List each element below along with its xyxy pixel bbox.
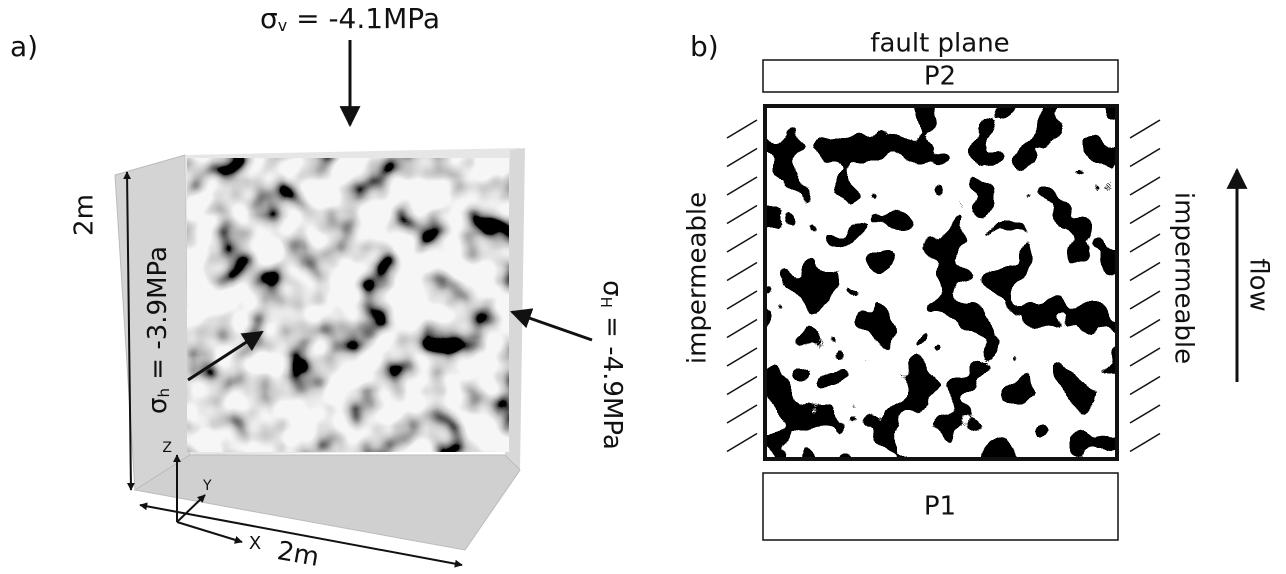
arrow xyxy=(510,308,593,342)
domain-border xyxy=(763,104,1119,461)
boundary-label: impermeable xyxy=(683,192,713,364)
box-label: P1 xyxy=(924,492,956,522)
hatch-line xyxy=(726,347,758,367)
reservoir-box xyxy=(762,59,1119,93)
hatch-line xyxy=(1129,204,1161,225)
arrow xyxy=(187,330,264,382)
box-label: P2 xyxy=(924,62,956,92)
axes-triad xyxy=(173,454,243,544)
hatch-line xyxy=(726,176,758,196)
dimension-line xyxy=(139,502,463,568)
stress-label: σv = -4.1MPa xyxy=(260,2,440,35)
hatch-line xyxy=(1129,375,1161,396)
hatch-line xyxy=(726,233,758,253)
hatch-line xyxy=(1129,176,1161,196)
axis-label: X xyxy=(249,533,261,554)
hatch-line xyxy=(1129,404,1161,424)
panel-label: b) xyxy=(690,30,719,63)
hatch-line xyxy=(726,261,758,282)
arrow-label: flow xyxy=(1244,258,1274,312)
boundary-label: impermeable xyxy=(1169,192,1199,364)
panel-label: a) xyxy=(10,30,38,63)
hatch-line xyxy=(726,375,758,396)
dimension-line xyxy=(123,171,135,491)
hatching xyxy=(726,119,758,453)
reservoir-box xyxy=(762,472,1119,541)
hatch-line xyxy=(726,147,758,168)
hatch-line xyxy=(726,119,758,139)
hatch-line xyxy=(726,290,758,310)
hatch-line xyxy=(1129,261,1161,282)
hatch-line xyxy=(1129,147,1161,168)
hatch-line xyxy=(726,432,758,453)
stress-label: σh = -3.9MPa xyxy=(143,246,173,414)
pore-geometry xyxy=(765,106,1117,459)
axis-label: Z xyxy=(162,440,172,456)
hatch-line xyxy=(1129,119,1161,139)
axis-label: Y xyxy=(202,478,212,494)
hatch-line xyxy=(1129,432,1161,453)
hatch-line xyxy=(726,404,758,424)
hatch-line xyxy=(1129,318,1161,339)
cube xyxy=(114,148,525,551)
hatch-line xyxy=(726,318,758,339)
stress-label: σH = -4.9MPa xyxy=(598,280,628,450)
hatch-line xyxy=(726,204,758,225)
hatch-line xyxy=(1129,290,1161,310)
dimension-label: 2m xyxy=(70,194,100,236)
hatch-line xyxy=(1129,233,1161,253)
hatch-line xyxy=(1129,347,1161,367)
dimension-label: 2m xyxy=(275,536,321,573)
boundary-label: fault plane xyxy=(870,29,1009,59)
hatching xyxy=(1129,119,1161,453)
